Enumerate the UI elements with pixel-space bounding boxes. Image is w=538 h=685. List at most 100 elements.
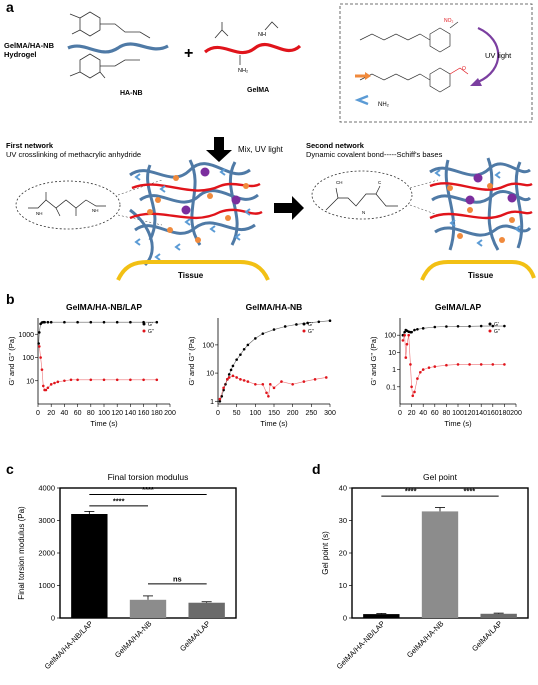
n-label: N <box>362 210 365 215</box>
chart-title: GelMA/HA-NB/LAP <box>66 302 142 312</box>
data-point <box>267 395 270 398</box>
data-point <box>401 339 405 342</box>
x-tick-label: 140 <box>125 410 137 417</box>
x-tick-label: 140 <box>475 410 487 417</box>
ch-label: CH <box>336 180 343 185</box>
y-tick-label: 100 <box>202 342 214 349</box>
y-tick-label: 3000 <box>38 516 55 525</box>
uv-arrow-head <box>470 78 482 86</box>
x-tick-label: GelMA/HA-NB/LAP <box>43 619 95 671</box>
first-network <box>129 159 263 267</box>
uv-light-label: UV light <box>485 51 512 60</box>
data-point <box>218 397 222 401</box>
data-point <box>239 353 242 356</box>
legend-marker <box>302 329 306 333</box>
hanb-label: HA-NB <box>120 90 143 97</box>
bar <box>71 514 108 618</box>
data-point <box>479 324 483 328</box>
data-point <box>295 323 298 326</box>
data-point <box>404 356 408 359</box>
series-line-0 <box>38 321 157 344</box>
data-point <box>468 363 471 366</box>
data-point <box>254 337 257 340</box>
data-point <box>265 391 268 395</box>
y-axis-label: Gel point (s) <box>321 531 330 575</box>
data-point <box>324 376 328 379</box>
data-point <box>302 380 306 383</box>
y-axis-label: G' and G'' (Pa) <box>369 336 378 385</box>
legend-marker <box>488 322 492 326</box>
data-point <box>102 378 106 382</box>
y-tick-label: 10 <box>206 371 214 378</box>
data-point <box>63 320 66 324</box>
zoom-line2-top <box>409 179 439 189</box>
gelma-label: GelMA <box>247 87 269 94</box>
data-point <box>43 320 46 324</box>
data-point <box>242 379 246 382</box>
y-axis-label: Final torsion modulus (Pa) <box>17 506 26 600</box>
x-tick-label: 0 <box>398 410 402 417</box>
y-tick-label: 1 <box>392 367 396 374</box>
data-point <box>403 330 406 334</box>
data-point <box>222 386 225 390</box>
x-tick-label: 100 <box>452 410 464 417</box>
second-network-structure <box>325 185 398 211</box>
hydrogel-label-line2: Hydrogel <box>4 50 37 59</box>
data-point <box>129 378 132 382</box>
data-point <box>227 373 231 376</box>
legend-marker <box>488 329 492 333</box>
data-point <box>491 363 495 366</box>
data-point <box>38 331 41 334</box>
x-tick-label: 20 <box>408 410 416 417</box>
data-point <box>229 368 233 372</box>
reaction-box <box>339 3 533 123</box>
nh-gelma: NH <box>258 32 266 38</box>
data-point <box>239 378 242 381</box>
data-point <box>76 320 79 324</box>
data-point <box>328 319 332 323</box>
data-point <box>46 386 50 390</box>
panel-label-a: a <box>6 0 14 15</box>
data-point <box>69 378 73 382</box>
data-point <box>142 378 145 382</box>
y-axis-label: G' and G'' (Pa) <box>7 336 16 385</box>
data-point <box>63 379 66 383</box>
chart-title: GelMA/HA-NB <box>246 302 303 312</box>
significance-label: **** <box>405 487 417 496</box>
data-point <box>218 399 222 403</box>
tissue-right <box>420 260 536 281</box>
nh-left: NH <box>36 211 43 216</box>
x-tick-label: 120 <box>464 410 476 417</box>
zoom-line-top <box>117 179 163 196</box>
chart-c: Final torsion modulus 0 1000 2000 3000 4000 Fi… <box>17 472 237 671</box>
x-tick-label: 80 <box>443 410 451 417</box>
x-tick-label: 100 <box>98 410 110 417</box>
data-point <box>456 324 460 328</box>
nh2-gelma: NH₂ <box>238 68 248 74</box>
y-tick-label: 10 <box>388 350 396 357</box>
data-point <box>115 378 119 382</box>
tissue-label-left: Tissue <box>178 271 204 280</box>
x-tick-label: 200 <box>287 410 299 417</box>
x-tick-label: 120 <box>111 410 123 417</box>
x-tick-label: 100 <box>249 410 261 417</box>
data-point <box>306 321 309 325</box>
data-point <box>416 328 419 331</box>
data-point <box>246 380 250 383</box>
data-point <box>40 368 44 371</box>
x-tick-label: 250 <box>305 410 317 417</box>
x-tick-label: 150 <box>268 410 280 417</box>
data-point <box>115 320 119 324</box>
x-tick-label: GelMA/LAP <box>178 619 212 653</box>
data-point <box>416 377 419 380</box>
data-point <box>445 363 448 367</box>
data-point <box>129 320 132 324</box>
legend-label: G'' <box>148 329 154 335</box>
c-label: C <box>378 180 382 185</box>
bar <box>480 613 517 618</box>
x-tick-label: 40 <box>61 410 69 417</box>
gelma-chain <box>203 42 302 55</box>
x-tick-label: GelMA/HA-NB <box>113 619 154 660</box>
y-tick-label: 0 <box>343 614 347 623</box>
